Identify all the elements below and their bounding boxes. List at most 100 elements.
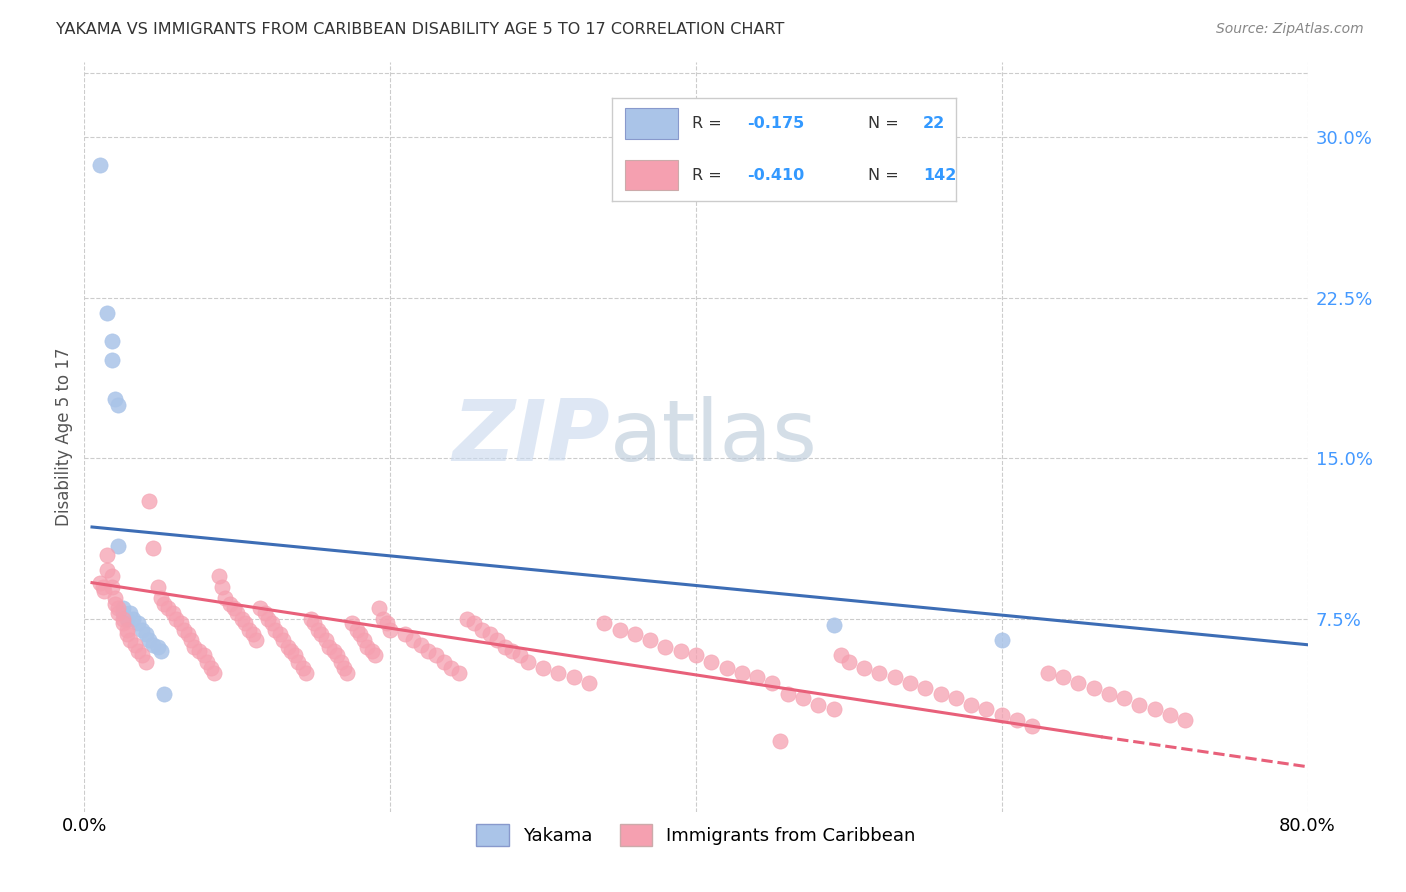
Point xyxy=(226,606,249,620)
Point xyxy=(478,627,501,641)
Text: R =: R = xyxy=(692,168,727,183)
Point xyxy=(311,627,333,641)
Text: 142: 142 xyxy=(922,168,956,183)
Point xyxy=(883,670,905,684)
Point xyxy=(516,655,538,669)
Point xyxy=(731,665,754,680)
Point xyxy=(138,494,160,508)
Point xyxy=(761,676,783,690)
Point xyxy=(1005,713,1028,727)
Point xyxy=(165,612,187,626)
Point xyxy=(292,661,315,675)
Point xyxy=(245,633,267,648)
Point xyxy=(93,584,115,599)
Point xyxy=(224,601,246,615)
Point xyxy=(1036,665,1059,680)
Point xyxy=(1021,719,1043,733)
Point xyxy=(173,623,195,637)
Point xyxy=(792,691,814,706)
Point xyxy=(1159,708,1181,723)
Point xyxy=(360,644,382,658)
Bar xyxy=(626,108,679,139)
Point xyxy=(456,612,478,626)
Point xyxy=(769,734,792,748)
Point xyxy=(463,616,485,631)
Point xyxy=(233,616,256,631)
Point xyxy=(1143,702,1166,716)
Point xyxy=(578,676,600,690)
Point xyxy=(624,627,647,641)
Point xyxy=(960,698,983,712)
Point xyxy=(262,616,284,631)
Point xyxy=(218,597,240,611)
Point xyxy=(1114,691,1136,706)
Point xyxy=(307,623,329,637)
Point xyxy=(509,648,531,663)
Point xyxy=(284,648,307,663)
Point xyxy=(336,665,359,680)
Point xyxy=(89,158,111,172)
Text: ZIP: ZIP xyxy=(453,395,610,479)
Point xyxy=(162,606,184,620)
Point xyxy=(486,633,509,648)
Text: R =: R = xyxy=(692,116,727,131)
Point xyxy=(111,601,134,615)
Point xyxy=(425,648,447,663)
Point xyxy=(146,580,169,594)
Point xyxy=(1174,713,1197,727)
Point xyxy=(111,606,134,620)
Point xyxy=(146,640,169,654)
Point xyxy=(231,612,253,626)
Point xyxy=(107,601,129,615)
Point xyxy=(180,633,202,648)
Point xyxy=(322,644,344,658)
Point xyxy=(1067,676,1090,690)
Point xyxy=(257,612,280,626)
Point xyxy=(318,640,340,654)
Point xyxy=(700,655,723,669)
Point xyxy=(107,606,129,620)
Point xyxy=(1128,698,1150,712)
Point xyxy=(131,623,153,637)
Point xyxy=(471,623,494,637)
Point xyxy=(991,633,1014,648)
Point xyxy=(685,648,707,663)
Point xyxy=(502,644,524,658)
Point xyxy=(295,665,318,680)
Point xyxy=(869,665,891,680)
Bar xyxy=(626,160,679,190)
Point xyxy=(353,633,375,648)
Point xyxy=(208,569,231,583)
Point xyxy=(823,702,845,716)
Point xyxy=(669,644,692,658)
Point xyxy=(364,648,387,663)
Point xyxy=(131,648,153,663)
Point xyxy=(115,623,138,637)
Point xyxy=(101,580,124,594)
Point xyxy=(149,591,172,605)
Point xyxy=(188,644,211,658)
Point xyxy=(238,623,260,637)
Point xyxy=(96,563,118,577)
Point xyxy=(380,623,402,637)
Point xyxy=(330,655,353,669)
Point xyxy=(346,623,368,637)
Point xyxy=(200,661,222,675)
Point xyxy=(315,633,337,648)
Point xyxy=(115,627,138,641)
Point xyxy=(264,623,287,637)
Text: atlas: atlas xyxy=(610,395,818,479)
Point xyxy=(111,616,134,631)
Point xyxy=(153,597,176,611)
Point xyxy=(89,575,111,590)
Point xyxy=(111,612,134,626)
Point xyxy=(104,597,127,611)
Text: -0.175: -0.175 xyxy=(748,116,804,131)
Point xyxy=(1083,681,1105,695)
Point xyxy=(299,612,322,626)
Point xyxy=(494,640,516,654)
Point xyxy=(183,640,205,654)
Point xyxy=(269,627,291,641)
Text: -0.410: -0.410 xyxy=(748,168,804,183)
Point xyxy=(170,616,193,631)
